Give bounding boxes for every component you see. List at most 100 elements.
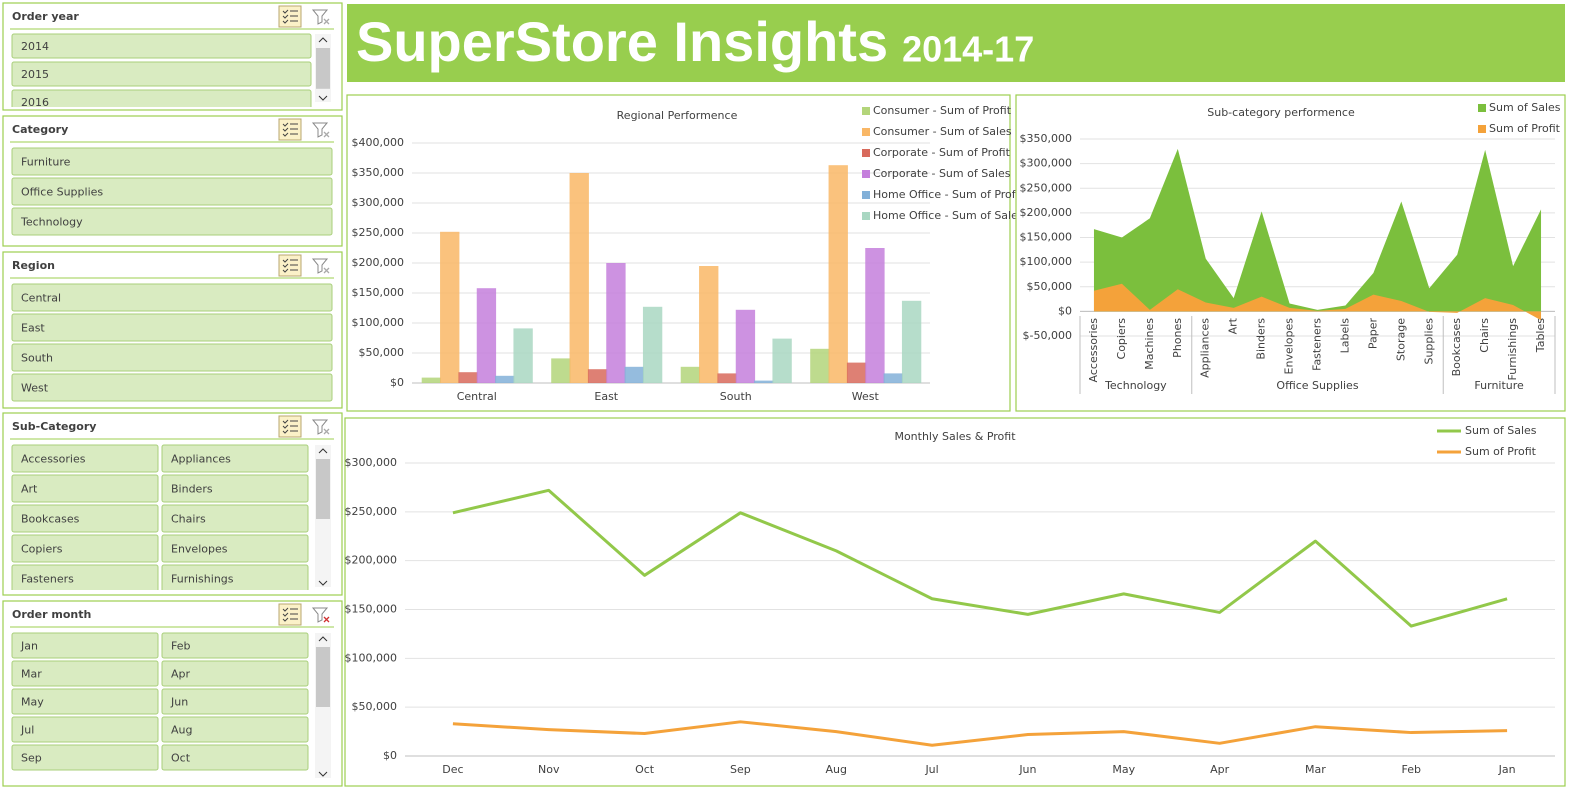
slicer-item-label[interactable]: East	[21, 322, 45, 335]
slicer-item[interactable]: West	[11, 373, 333, 402]
slicer-item-label[interactable]: May	[21, 696, 44, 709]
slicer-item-label[interactable]: Envelopes	[171, 543, 228, 556]
slicer-button[interactable]	[161, 564, 309, 592]
slicer-item[interactable]: 2015	[11, 61, 312, 87]
multi-select-button[interactable]	[278, 603, 302, 626]
slicer-button[interactable]	[161, 504, 309, 533]
slicer-item-label[interactable]: Mar	[21, 668, 42, 681]
multi-select-button[interactable]	[278, 5, 302, 28]
slicer-item[interactable]: Office Supplies	[11, 177, 333, 206]
slicer-button[interactable]	[11, 474, 159, 503]
slicer-item-label[interactable]: Technology	[20, 216, 83, 229]
slicer-button[interactable]	[11, 444, 159, 473]
slicer-item-label[interactable]: Aug	[171, 724, 192, 737]
clear-filter-button[interactable]	[311, 9, 330, 25]
slicer-button[interactable]	[11, 564, 159, 592]
slicer-item-label[interactable]: Furnishings	[171, 573, 234, 586]
slicer-item-label[interactable]: West	[21, 382, 49, 395]
slicer-item-label[interactable]: Jul	[20, 724, 34, 737]
slicer-item-label[interactable]: South	[21, 352, 53, 365]
slicer-item-label[interactable]: Art	[21, 483, 38, 496]
slicer-button[interactable]	[161, 688, 309, 715]
slicer-button[interactable]	[161, 716, 309, 743]
slicer-item[interactable]: Binders	[161, 474, 309, 503]
slicer-item-label[interactable]: Chairs	[171, 513, 206, 526]
slicer-item-label[interactable]: 2016	[21, 96, 49, 109]
slicer-item[interactable]: Art	[11, 474, 159, 503]
slicer-button[interactable]	[11, 688, 159, 715]
slicer-item[interactable]: Jun	[161, 688, 309, 715]
slicer-item[interactable]: Fasteners	[11, 564, 159, 592]
slicer-item[interactable]: Sep	[11, 744, 159, 771]
slicer-item[interactable]: May	[11, 688, 159, 715]
slicer-button[interactable]	[11, 660, 159, 687]
slicer-item-label[interactable]: Accessories	[21, 453, 86, 466]
slicer-item-label[interactable]: Office Supplies	[21, 186, 103, 199]
slicer-button[interactable]	[11, 716, 159, 743]
slicer-item[interactable]: Furniture	[11, 147, 333, 176]
slicer-button[interactable]	[11, 177, 333, 206]
multi-select-button[interactable]	[278, 415, 302, 438]
slicer-button[interactable]	[161, 444, 309, 473]
slicer-button[interactable]	[11, 343, 333, 372]
slicer-item[interactable]: Bookcases	[11, 504, 159, 533]
scrollbar[interactable]	[315, 633, 331, 778]
slicer-item-label[interactable]: Binders	[171, 483, 213, 496]
slicer-item-label[interactable]: Feb	[171, 640, 190, 653]
slicer-button[interactable]	[11, 147, 333, 176]
slicer-button[interactable]	[161, 744, 309, 771]
slicer-button[interactable]	[11, 744, 159, 771]
slicer-item[interactable]: Mar	[11, 660, 159, 687]
clear-filter-button[interactable]	[311, 122, 330, 138]
slicer-button[interactable]	[11, 207, 333, 236]
slicer-button[interactable]	[11, 313, 333, 342]
slicer-item[interactable]: Chairs	[161, 504, 309, 533]
multi-select-button[interactable]	[278, 118, 302, 141]
slicer-button[interactable]	[11, 33, 312, 59]
slicer-item-label[interactable]: Oct	[171, 752, 191, 765]
slicer-button[interactable]	[161, 660, 309, 687]
slicer-item[interactable]: East	[11, 313, 333, 342]
scrollbar[interactable]	[315, 34, 331, 102]
slicer-button[interactable]	[11, 61, 312, 87]
clear-filter-button[interactable]	[311, 419, 330, 435]
slicer-item-label[interactable]: 2014	[21, 40, 49, 53]
clear-filter-button[interactable]	[311, 607, 330, 623]
slicer-button[interactable]	[11, 534, 159, 563]
clear-filter-button[interactable]	[311, 258, 330, 274]
slicer-button[interactable]	[11, 373, 333, 402]
slicer-item[interactable]: Aug	[161, 716, 309, 743]
slicer-item-label[interactable]: Furniture	[21, 156, 71, 169]
slicer-button[interactable]	[11, 283, 333, 312]
slicer-item-label[interactable]: Apr	[171, 668, 191, 681]
scrollbar[interactable]	[315, 445, 331, 587]
slicer-button[interactable]	[161, 632, 309, 659]
slicer-item[interactable]: 2016	[11, 89, 312, 114]
slicer-button[interactable]	[161, 474, 309, 503]
slicer-item[interactable]: Technology	[11, 207, 333, 236]
slicer-item-label[interactable]: Copiers	[21, 543, 63, 556]
slicer-item[interactable]: Oct	[161, 744, 309, 771]
slicer-button[interactable]	[11, 89, 312, 114]
slicer-item[interactable]: Feb	[161, 632, 309, 659]
slicer-item-label[interactable]: Jan	[20, 640, 38, 653]
slicer-item[interactable]: South	[11, 343, 333, 372]
slicer-item[interactable]: Copiers	[11, 534, 159, 563]
slicer-item[interactable]: Appliances	[161, 444, 309, 473]
slicer-button[interactable]	[11, 632, 159, 659]
slicer-item[interactable]: Central	[11, 283, 333, 312]
slicer-item-label[interactable]: Appliances	[171, 453, 231, 466]
multi-select-button[interactable]	[278, 254, 302, 277]
slicer-button[interactable]	[161, 534, 309, 563]
slicer-item[interactable]: Furnishings	[161, 564, 309, 592]
slicer-item-label[interactable]: Jun	[170, 696, 188, 709]
slicer-item-label[interactable]: 2015	[21, 68, 49, 81]
slicer-item-label[interactable]: Fasteners	[21, 573, 74, 586]
slicer-item-label[interactable]: Central	[21, 292, 61, 305]
slicer-item[interactable]: Jan	[11, 632, 159, 659]
slicer-item[interactable]: 2014	[11, 33, 312, 59]
slicer-button[interactable]	[11, 504, 159, 533]
slicer-item[interactable]: Jul	[11, 716, 159, 743]
slicer-item[interactable]: Apr	[161, 660, 309, 687]
slicer-item[interactable]: Envelopes	[161, 534, 309, 563]
